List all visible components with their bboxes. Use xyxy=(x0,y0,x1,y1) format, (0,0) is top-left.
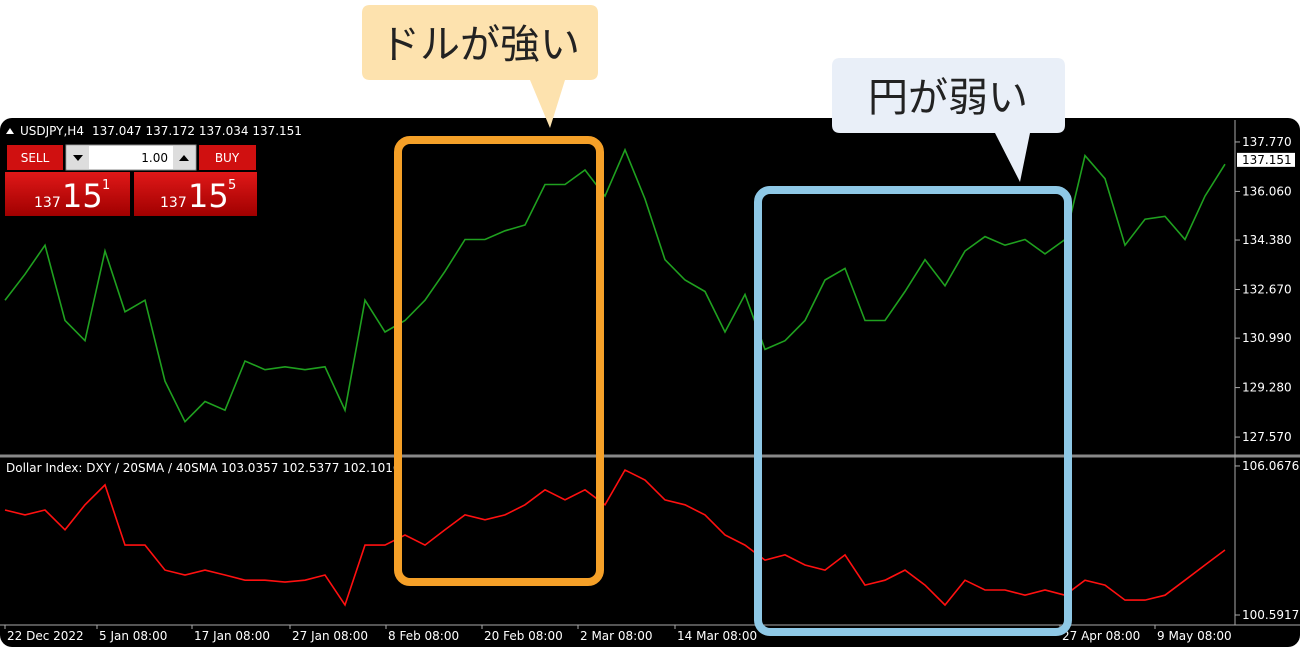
buy-label: BUY xyxy=(215,151,240,165)
chart-background xyxy=(0,118,1300,647)
series-line xyxy=(4,468,1226,607)
ask-big: 137 xyxy=(160,195,187,211)
x-tick-label: 27 Jan 08:00 xyxy=(292,629,368,643)
buy-button[interactable] xyxy=(199,145,256,170)
down-icon xyxy=(73,155,83,161)
blue-callout: 円が弱い xyxy=(868,75,1028,121)
up-icon xyxy=(179,155,189,161)
y-tick-label: 132.670 xyxy=(1242,283,1292,297)
y-tick-label: 106.0676 xyxy=(1242,459,1299,473)
orange-frame xyxy=(394,136,604,586)
ask-box[interactable] xyxy=(134,172,257,216)
y-tick-label: 134.380 xyxy=(1242,233,1292,247)
y-tick-label: 129.280 xyxy=(1242,381,1292,395)
ask-mid: 15 xyxy=(188,177,229,215)
sell-label: SELL xyxy=(21,151,50,165)
orange-bubble xyxy=(362,5,598,128)
x-tick-label: 8 Feb 08:00 xyxy=(388,629,459,643)
y-tick-label: 127.570 xyxy=(1242,430,1292,444)
x-tick-label: 9 May 08:00 xyxy=(1157,629,1232,643)
bid-mid: 15 xyxy=(62,177,103,215)
orange-callout: ドルが強い xyxy=(380,22,580,68)
lot-value: 1.00 xyxy=(141,151,168,165)
symbol-title: USDJPY,H4 xyxy=(20,124,84,138)
series-line xyxy=(4,147,1226,424)
blue-frame xyxy=(754,186,1072,636)
last-price-box xyxy=(1237,152,1295,167)
collapse-icon[interactable] xyxy=(6,128,14,134)
indicator-title: Dollar Index: DXY / 20SMA / 40SMA 103.03… xyxy=(6,461,401,475)
ask-small: 5 xyxy=(228,178,236,193)
x-tick-label: 20 Feb 08:00 xyxy=(484,629,563,643)
bid-small: 1 xyxy=(102,178,110,193)
last-price-label: 137.151 xyxy=(1242,153,1292,167)
blue-bubble xyxy=(832,58,1065,182)
ohlc-text: 137.047 137.172 137.034 137.151 xyxy=(92,124,302,138)
y-tick-label: 130.990 xyxy=(1242,331,1292,345)
x-tick-label: 22 Dec 2022 xyxy=(7,629,84,643)
y-tick-label: 137.770 xyxy=(1242,135,1292,149)
y-tick-label: 136.060 xyxy=(1242,184,1292,198)
x-tick-label: 5 Jan 08:00 xyxy=(99,629,167,643)
x-tick-label: 17 Jan 08:00 xyxy=(194,629,270,643)
x-tick-label: 27 Apr 08:00 xyxy=(1062,629,1140,643)
sell-button[interactable] xyxy=(7,145,63,170)
x-tick-label: 2 Mar 08:00 xyxy=(580,629,653,643)
x-tick-label: 14 Mar 08:00 xyxy=(677,629,757,643)
y-tick-label: 100.5917 xyxy=(1242,608,1299,622)
bid-big: 137 xyxy=(34,195,61,211)
bid-box[interactable] xyxy=(5,172,130,216)
